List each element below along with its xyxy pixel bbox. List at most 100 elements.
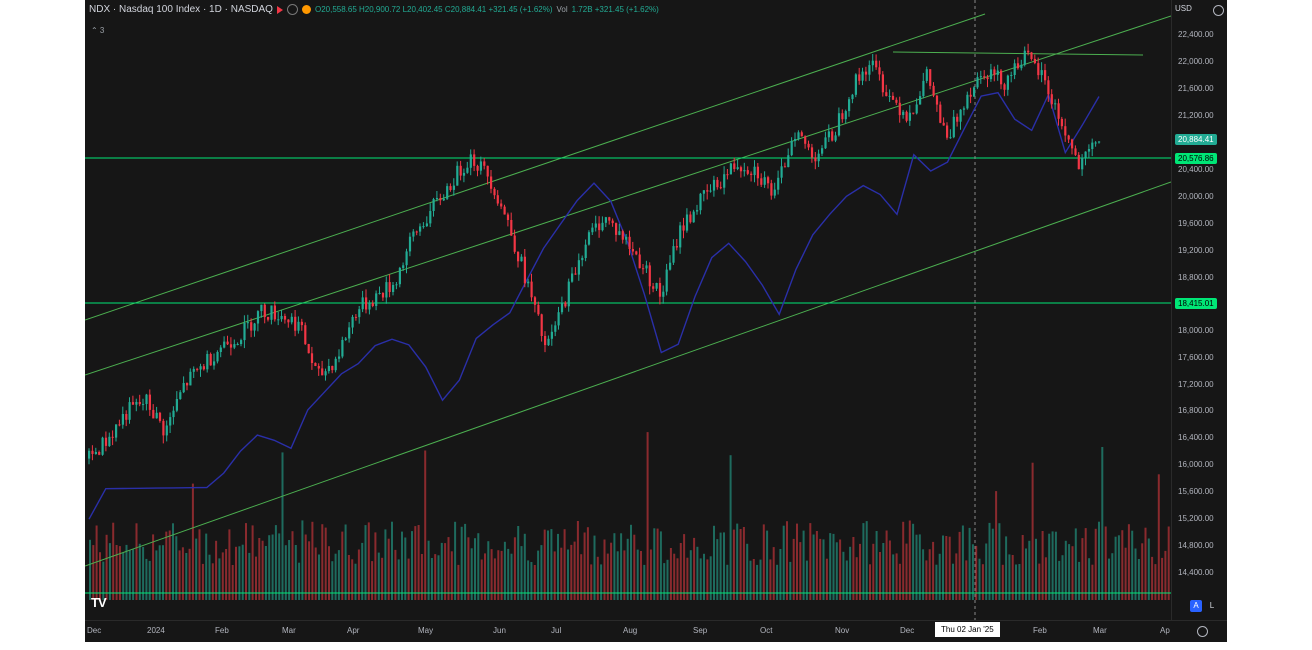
candle-body: [807, 143, 810, 148]
volume-bar: [656, 528, 659, 600]
volume-bar: [1167, 526, 1170, 600]
eye-icon[interactable]: [286, 4, 298, 15]
volume-bar: [971, 544, 974, 600]
auto-scale-button[interactable]: A: [1190, 600, 1202, 612]
volume-bar: [1078, 561, 1081, 600]
volume-bar: [1164, 550, 1167, 600]
volume-bar: [882, 543, 885, 600]
candle-body: [712, 179, 716, 191]
candle-body: [817, 153, 820, 162]
candle-body: [1030, 52, 1033, 59]
volume-bar: [1005, 536, 1008, 600]
candle-body: [726, 174, 729, 176]
price-tick-label: 16,800.00: [1178, 406, 1214, 415]
candle-body: [378, 293, 381, 294]
candle-body: [219, 347, 222, 352]
volume-bar: [1028, 540, 1031, 600]
volume-bar: [1081, 538, 1084, 600]
volume-bar: [118, 546, 121, 600]
volume-bar: [872, 543, 875, 600]
candle-body: [290, 316, 293, 323]
volume-bar: [835, 542, 838, 600]
candle-body: [777, 177, 780, 190]
candle-body: [618, 231, 621, 235]
candle-body: [344, 338, 347, 340]
volume-bar: [1104, 526, 1107, 600]
candle-body: [669, 262, 672, 270]
symbol-title[interactable]: NDX · Nasdaq 100 Index · 1D · NASDAQ: [89, 4, 273, 15]
candle-body: [797, 132, 800, 139]
flag-icon[interactable]: [276, 5, 283, 14]
candle-body: [175, 399, 178, 411]
volume-bar: [723, 532, 725, 600]
price-tick-label: 22,000.00: [1178, 57, 1214, 66]
volume-bar: [228, 529, 231, 600]
candle-body: [875, 60, 878, 68]
volume-bar: [105, 534, 108, 600]
chevron-down-icon[interactable]: [1213, 5, 1224, 16]
candle-body: [101, 437, 104, 455]
volume-bar: [925, 560, 928, 600]
volume-bar: [1117, 535, 1120, 600]
volume-bar: [175, 536, 178, 600]
chart-plot-area[interactable]: [85, 0, 1171, 620]
trend-channel-upper: [85, 13, 986, 321]
candle-body: [1050, 94, 1053, 105]
candle-body: [598, 223, 601, 231]
volume-bar: [812, 534, 815, 600]
volume-bar: [978, 558, 981, 600]
volume-bar: [902, 521, 905, 600]
candle-body: [658, 283, 662, 297]
candle-body: [240, 340, 243, 344]
volume-bar: [324, 527, 327, 600]
candle-body: [182, 383, 185, 393]
candle-body: [962, 108, 966, 110]
candle-body: [601, 222, 604, 231]
volume-bar: [99, 552, 101, 600]
volume-bar: [500, 550, 503, 600]
volume-bar: [942, 535, 944, 600]
volume-bar: [172, 523, 174, 600]
candle-body: [273, 305, 276, 320]
volume-bar: [1061, 555, 1064, 600]
volume-bar: [948, 536, 951, 600]
time-tick-label: May: [418, 626, 434, 635]
candle-body: [794, 139, 797, 141]
volume-bar: [630, 524, 632, 600]
volume-bar: [885, 530, 888, 600]
time-axis[interactable]: Thu 02 Jan '25 Dec 2024 Feb Mar Apr May Jun Jul…: [85, 620, 1227, 642]
candle-body: [1087, 149, 1091, 152]
volume-bar: [659, 531, 662, 600]
candle-body: [294, 316, 297, 331]
candle-body: [787, 155, 790, 167]
log-scale-button[interactable]: L: [1209, 601, 1215, 610]
settings-icon[interactable]: [1197, 626, 1208, 637]
indicators-toggle[interactable]: ⌃ 3: [91, 26, 105, 35]
price-axis[interactable]: 22,400.00 22,000.00 21,600.00 21,200.00 20,4…: [1171, 0, 1227, 620]
candle-body: [868, 65, 871, 75]
volume-bar: [427, 540, 430, 600]
volume-bar: [802, 530, 805, 600]
volume-bar: [832, 533, 835, 600]
volume-bar: [600, 564, 603, 600]
volume-bar: [241, 544, 244, 600]
volume-bar: [440, 542, 443, 600]
volume-bar: [586, 527, 589, 600]
candle-body: [250, 322, 253, 331]
tradingview-logo[interactable]: TV: [91, 595, 107, 610]
candle-body: [537, 304, 540, 315]
currency-selector[interactable]: USD: [1175, 4, 1192, 13]
volume-bar: [1035, 538, 1037, 600]
volume-bar: [238, 546, 241, 600]
volume-bar: [965, 560, 968, 600]
candle-body: [615, 223, 618, 235]
price-tick-label: 21,600.00: [1178, 84, 1214, 93]
volume-bar: [191, 483, 194, 600]
volume-bar: [570, 544, 573, 600]
candle-body: [388, 282, 391, 292]
candle-body: [719, 187, 722, 189]
time-tick-label: Dec: [900, 626, 915, 635]
candle-body: [800, 132, 803, 137]
volume-bar: [89, 539, 91, 600]
candle-body: [152, 409, 155, 419]
